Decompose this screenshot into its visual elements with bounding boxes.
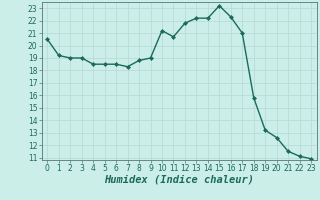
X-axis label: Humidex (Indice chaleur): Humidex (Indice chaleur) bbox=[104, 175, 254, 185]
